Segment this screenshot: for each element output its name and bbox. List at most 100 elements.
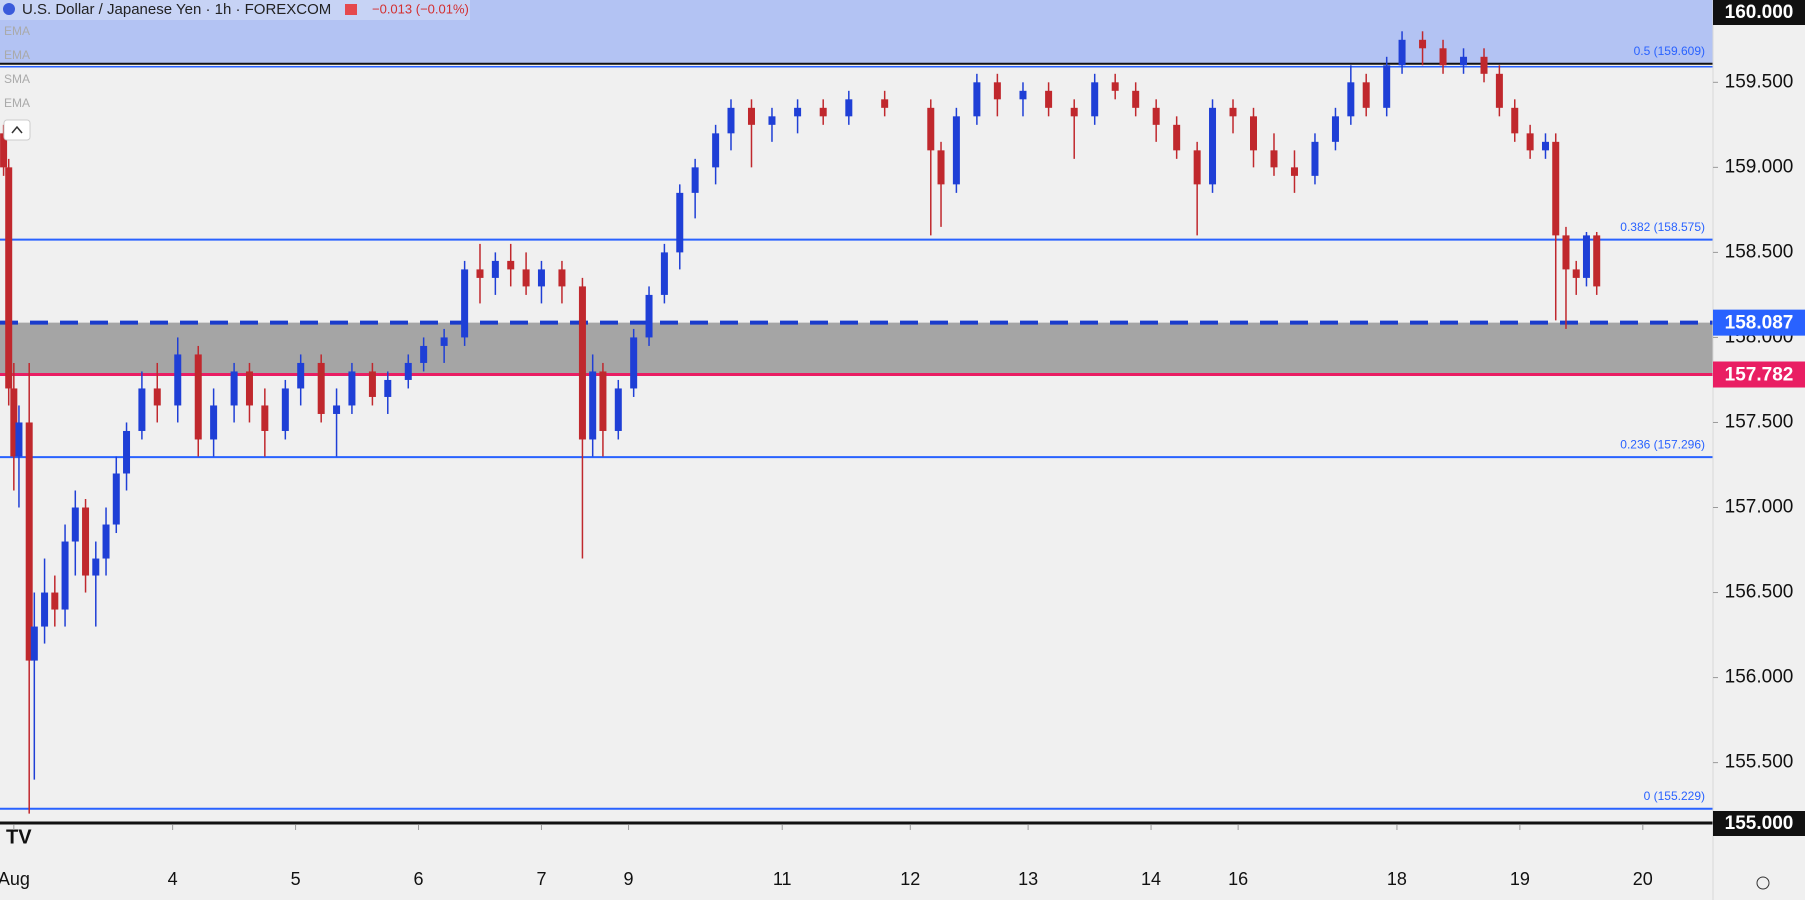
candle-body: [599, 371, 607, 431]
candle-body: [952, 116, 960, 185]
candle-body: [589, 371, 597, 440]
candle-body: [461, 269, 469, 338]
candle-body: [768, 116, 776, 125]
level-label-box: [1713, 361, 1805, 388]
candle-body: [614, 388, 622, 431]
candle-body: [1593, 235, 1601, 287]
candle-body: [1290, 167, 1298, 176]
candle-body: [1311, 141, 1319, 176]
x-tick-label: 16: [1228, 869, 1248, 889]
y-tick-label: 157.500: [1725, 411, 1794, 432]
candle-body: [1229, 107, 1237, 117]
candle-body: [1111, 82, 1119, 91]
legend-header: U.S. Dollar / Japanese Yen · 1h · FOREXC…: [0, 0, 470, 141]
collapse-button[interactable]: [3, 119, 31, 141]
candle-body: [1019, 90, 1027, 100]
level-label-box: [1713, 309, 1805, 336]
candle-body: [993, 82, 1001, 100]
x-tick-label: 7: [536, 869, 546, 889]
y-tick-label: 159.500: [1725, 71, 1794, 92]
candle-body: [281, 388, 289, 431]
edge-label-box: [1713, 811, 1805, 836]
candle-body: [1383, 65, 1391, 108]
edge-label: 155.000: [1725, 813, 1794, 834]
fib-label: 0 (155.229): [1644, 789, 1705, 803]
candle-body: [1552, 141, 1560, 236]
candle-body: [881, 99, 889, 108]
flag-icon: [3, 3, 15, 15]
candle-body: [92, 558, 100, 576]
indicator: EMA: [4, 96, 30, 110]
candle-body: [5, 167, 13, 389]
candle-body: [1398, 39, 1406, 66]
candle-body: [153, 388, 161, 406]
y-tick-label: 156.500: [1725, 582, 1794, 603]
x-tick-label: Aug: [0, 869, 30, 889]
candle-body: [102, 524, 110, 559]
candle-body: [630, 337, 638, 389]
candle-body: [507, 260, 515, 270]
candle-body: [1045, 90, 1053, 108]
candle-body: [25, 422, 33, 661]
settings-icon[interactable]: [1756, 876, 1770, 890]
candle-body: [522, 269, 530, 287]
candle-body: [30, 626, 38, 661]
candle-body: [420, 345, 428, 363]
candle-body: [404, 362, 412, 380]
symbol: U.S. Dollar / Japanese Yen · 1h · FOREXC…: [22, 1, 331, 18]
candle-body: [1091, 82, 1099, 117]
candle-body: [1562, 235, 1570, 270]
candle-body: [1209, 107, 1217, 185]
candle-body: [384, 379, 392, 397]
candle-body: [15, 422, 23, 457]
candle-body: [112, 473, 120, 525]
x-tick-label: 9: [624, 869, 634, 889]
candle-body: [333, 405, 341, 414]
candle-body: [10, 388, 18, 457]
indicator: SMA: [4, 72, 30, 86]
candle-body: [348, 371, 356, 406]
x-tick-label: 11: [773, 869, 792, 889]
candle-body: [1541, 141, 1549, 151]
candle-body: [645, 294, 653, 338]
candle-body: [1152, 107, 1160, 125]
candle-body: [660, 252, 668, 295]
candle-body: [558, 269, 566, 287]
y-tick-label: 159.000: [1725, 156, 1794, 177]
candle-body: [210, 405, 218, 440]
candle-body: [230, 371, 238, 406]
y-tick-label: 157.000: [1725, 497, 1794, 518]
candle-body: [368, 371, 376, 397]
candle-body: [712, 133, 720, 168]
candle-body: [1250, 116, 1258, 151]
change-icon: [345, 4, 357, 15]
candle-body: [794, 107, 802, 117]
candle-body: [973, 82, 981, 117]
x-tick-label: 20: [1633, 869, 1653, 889]
candle-body: [1511, 107, 1519, 134]
candle-body: [174, 354, 182, 406]
candle-body: [937, 150, 945, 185]
candle-body: [927, 107, 935, 151]
y-tick-label: 156.000: [1725, 667, 1794, 688]
fib-label: 0.236 (157.296): [1620, 437, 1705, 451]
level-label: 158.087: [1725, 313, 1794, 334]
candle-body: [317, 362, 325, 414]
candle-body: [82, 507, 90, 576]
candle-body: [578, 286, 586, 440]
candle-body: [1460, 56, 1468, 66]
candle-body: [747, 107, 755, 125]
chevron: [11, 125, 23, 134]
candle-body: [1132, 90, 1140, 108]
candle-body: [61, 541, 69, 610]
candle-body: [1480, 56, 1488, 74]
candle-body: [1572, 269, 1580, 278]
candle-body: [691, 167, 699, 193]
candle-body: [1270, 150, 1278, 168]
edge-label: 160.000: [1725, 2, 1794, 23]
candle-body: [440, 337, 448, 346]
candle-body: [676, 192, 684, 253]
